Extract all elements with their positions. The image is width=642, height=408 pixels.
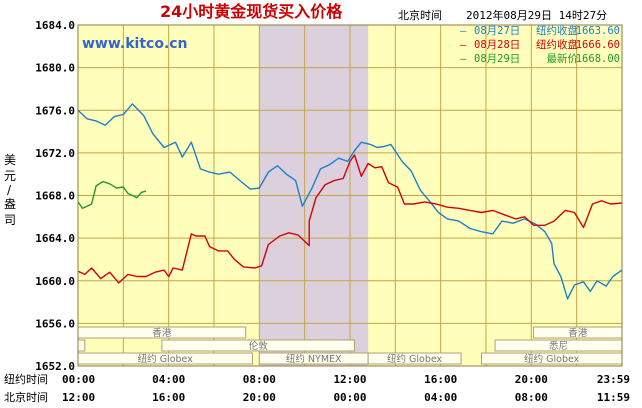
y-tick-label: 1680.0 [35,62,75,75]
watermark: www.kitco.cn [82,36,188,52]
y-tick-label: 1652.0 [35,360,75,373]
series-line [77,154,623,284]
x-tick-label: 23:59 [597,373,630,386]
y-tick-label: 1684.0 [35,19,75,32]
legend-value: 1663.60 [576,25,620,37]
legend-label: 纽约收盘 [536,24,578,37]
session-label: 香港 [568,327,588,339]
x-tick-label: 20:00 [243,391,276,404]
session-label: 纽约 Globex [138,353,194,365]
y-axis: 1652.0 1656.0 1660.0 1664.0 1668.0 1672.0 1676… [35,19,75,373]
legend-dash: — [460,25,467,37]
x-tick-label: 04:00 [152,373,185,386]
session-bar [161,339,356,352]
legend-dash: — [460,53,467,65]
session-bar [367,352,462,365]
x-tick-label: 12:00 [62,391,95,404]
x-tick-label: 12:00 [333,373,366,386]
y-tick-label: 1676.0 [35,104,75,117]
y-axis-label-char: 盎 [4,197,16,211]
x-tick-label: 20:00 [515,373,548,386]
session-label: 纽约 Globex [524,353,580,365]
session-bar [77,339,86,352]
y-axis-label-char: / [7,183,12,197]
chart-title: 24小时黄金现货买入价格 [160,2,343,21]
legend-label: 纽约收盘 [536,38,578,51]
x-tick-label: 08:00 [515,391,548,404]
x-tick-label: 16:00 [424,373,457,386]
legend-date: 08月29日 [474,53,520,65]
series-line [77,180,147,209]
legend-date: 08月27日 [474,25,520,37]
y-tick-label: 1672.0 [35,147,75,160]
plot-frame [77,24,623,367]
series-lines [77,103,623,300]
legend-value: 1666.60 [576,39,620,51]
y-axis-label: 美 元 / 盎 司 [4,153,16,227]
x-tick-label: 11:59 [597,391,630,404]
timestamp: 2012年08月29日 14时27分 [466,8,607,22]
grid [77,24,623,367]
legend-value: 1668.00 [576,53,620,65]
session-label: 悉尼 [549,340,568,352]
y-tick-label: 1656.0 [35,317,75,330]
session-label: 伦敦 [249,340,269,352]
legend-label: 最新价 [547,52,579,65]
legend-date: 08月28日 [474,39,520,51]
x-axis-row2-label: 北京时间 [4,390,48,404]
x-tick-label: 04:00 [424,391,457,404]
x-tick-label: 00:00 [333,391,366,404]
y-axis-label-char: 元 [4,169,16,183]
y-tick-label: 1664.0 [35,232,75,245]
session-label: 纽约 Globex [387,353,443,365]
session-label: 香港 [152,327,172,339]
series-line [77,103,623,300]
y-tick-label: 1668.0 [35,190,75,203]
x-tick-label: 08:00 [243,373,276,386]
x-axis-row1-label: 纽约时间 [4,372,48,386]
x-tick-label: 16:00 [152,391,185,404]
x-tick-label: 00:00 [62,373,95,386]
timezone-label: 北京时间 [398,8,442,22]
y-axis-label-char: 美 [4,153,16,167]
session-label: 纽约 NYMEX [286,353,342,365]
y-tick-label: 1660.0 [35,275,75,288]
y-axis-label-char: 司 [4,213,16,227]
x-axis: 纽约时间 北京时间 00:00 12:00 04:00 16:00 08:00 20:00… [4,372,630,404]
legend-dash: — [460,39,467,51]
